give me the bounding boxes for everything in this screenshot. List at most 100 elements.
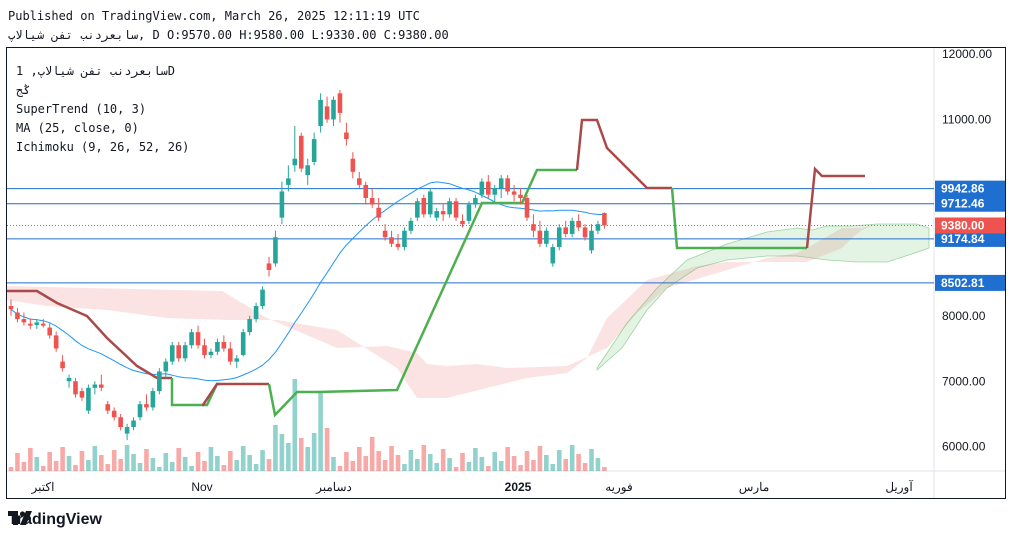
candle[interactable] — [518, 194, 523, 198]
legend-supertrend[interactable]: SuperTrend (10, 3) — [16, 102, 147, 116]
legend-ichimoku[interactable]: Ichimoku (9, 26, 52, 26) — [16, 140, 190, 154]
candle[interactable] — [576, 220, 581, 228]
candle[interactable] — [466, 204, 472, 221]
candle[interactable] — [492, 188, 498, 195]
candle[interactable] — [531, 224, 536, 231]
candle[interactable] — [163, 361, 169, 372]
candle[interactable] — [247, 319, 252, 333]
candle[interactable] — [453, 201, 459, 218]
candle[interactable] — [150, 391, 156, 408]
price-chart[interactable]: 12000.00 11000.00 8000.00 7000.00 6000.00 994… — [7, 48, 1006, 499]
candle[interactable] — [202, 345, 207, 356]
candle[interactable] — [260, 289, 265, 306]
candle[interactable] — [369, 197, 375, 205]
candle[interactable] — [266, 263, 272, 270]
candle[interactable] — [344, 132, 349, 140]
candle[interactable] — [556, 227, 562, 248]
candle[interactable] — [66, 377, 72, 382]
candle[interactable] — [486, 181, 491, 195]
candle[interactable] — [602, 213, 607, 226]
candle[interactable] — [389, 237, 394, 244]
candle[interactable] — [215, 341, 220, 352]
candle[interactable] — [86, 387, 91, 411]
candle[interactable] — [228, 348, 233, 362]
candle[interactable] — [473, 197, 478, 205]
candle[interactable] — [434, 211, 439, 218]
candle[interactable] — [331, 99, 336, 120]
candle[interactable] — [363, 184, 369, 198]
candle[interactable] — [240, 332, 246, 356]
tradingview-logo[interactable]: TradingView — [8, 511, 102, 529]
candle[interactable] — [479, 181, 485, 195]
candle[interactable] — [40, 323, 46, 326]
candle[interactable] — [427, 191, 433, 215]
candle[interactable] — [221, 341, 227, 349]
candle[interactable] — [544, 230, 549, 244]
candle[interactable] — [595, 224, 601, 231]
candle[interactable] — [402, 230, 407, 248]
candle[interactable] — [28, 323, 33, 326]
level-tag-3[interactable]: 8502.81 — [941, 276, 985, 290]
legend-symbol[interactable]: سابعردنب تفن شیالاپ, 1D — [16, 64, 175, 78]
candle[interactable] — [73, 381, 78, 395]
candle[interactable] — [350, 158, 356, 172]
candle[interactable] — [505, 178, 510, 192]
candle[interactable] — [524, 197, 530, 218]
candle[interactable] — [182, 345, 188, 359]
candle[interactable] — [569, 220, 575, 234]
candle[interactable] — [34, 322, 40, 325]
candle[interactable] — [105, 404, 111, 411]
candle[interactable] — [318, 99, 323, 126]
candle[interactable] — [124, 427, 130, 434]
legend-ma[interactable]: MA (25, close, 0) — [16, 121, 139, 135]
candle[interactable] — [440, 211, 446, 215]
candle[interactable] — [511, 191, 517, 195]
candle[interactable] — [21, 319, 27, 323]
candle[interactable] — [582, 227, 588, 238]
candle[interactable] — [421, 197, 427, 215]
candle[interactable] — [8, 305, 14, 310]
candle[interactable] — [337, 93, 343, 113]
candle[interactable] — [144, 404, 149, 408]
candle[interactable] — [286, 178, 291, 185]
candle[interactable] — [324, 106, 330, 120]
candle[interactable] — [305, 165, 310, 176]
candle[interactable] — [99, 384, 104, 388]
candle[interactable] — [53, 335, 59, 349]
candle[interactable] — [195, 332, 201, 346]
candle[interactable] — [311, 139, 317, 162]
candle[interactable] — [47, 327, 52, 336]
candle[interactable] — [169, 345, 175, 362]
candle[interactable] — [447, 201, 452, 215]
candle[interactable] — [131, 420, 136, 428]
candle[interactable] — [395, 243, 401, 248]
candle[interactable] — [111, 410, 117, 418]
candle[interactable] — [537, 230, 543, 244]
candle[interactable] — [189, 332, 194, 346]
candle[interactable] — [15, 312, 20, 320]
candle[interactable] — [408, 220, 414, 231]
candle[interactable] — [357, 178, 362, 185]
last-price-tag[interactable]: 9380.00 — [941, 218, 985, 232]
candle[interactable] — [157, 371, 162, 392]
candle[interactable] — [498, 178, 504, 189]
candle[interactable] — [279, 191, 285, 218]
candle[interactable] — [273, 237, 278, 264]
candle[interactable] — [292, 158, 298, 166]
level-tag-1[interactable]: 9712.46 — [941, 197, 985, 211]
candle[interactable] — [208, 351, 214, 356]
candle[interactable] — [376, 207, 381, 218]
candle[interactable] — [382, 230, 388, 238]
candle[interactable] — [118, 417, 123, 428]
candle[interactable] — [415, 201, 420, 218]
level-tag-2[interactable]: 9174.84 — [941, 232, 985, 246]
candle[interactable] — [60, 361, 65, 369]
candle[interactable] — [253, 305, 259, 320]
candle[interactable] — [79, 391, 85, 398]
candle[interactable] — [298, 135, 304, 169]
candle[interactable] — [550, 247, 556, 264]
candle[interactable] — [563, 227, 568, 234]
level-tag-0[interactable]: 9942.86 — [941, 182, 985, 196]
candle[interactable] — [137, 404, 143, 418]
candle[interactable] — [460, 220, 465, 225]
